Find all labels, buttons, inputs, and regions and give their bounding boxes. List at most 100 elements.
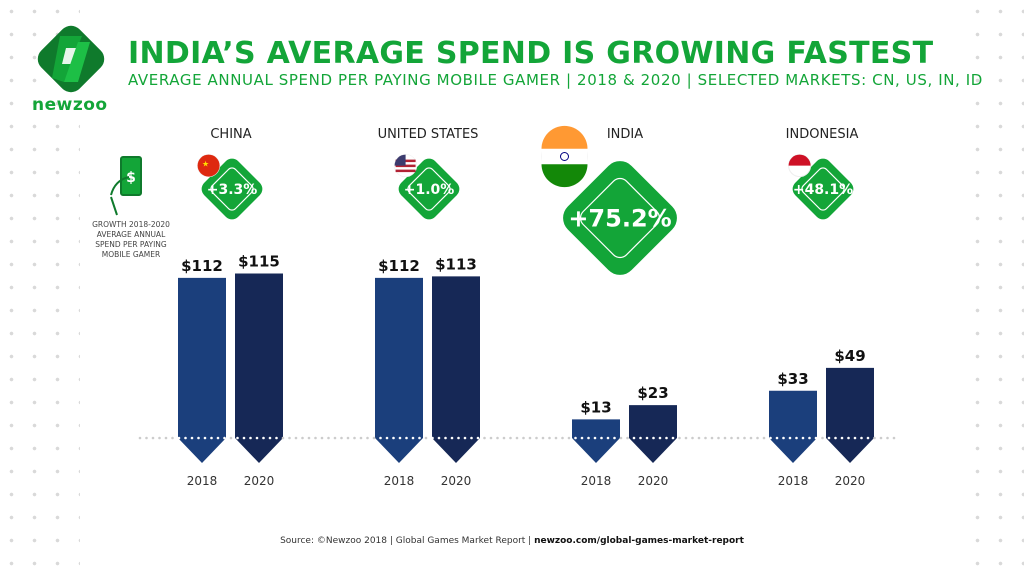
baseline-dot: [353, 436, 356, 440]
baseline-dot: [801, 436, 805, 440]
bar-value-label: $113: [435, 255, 477, 273]
baseline-dot: [619, 436, 623, 440]
baseline-dot: [710, 436, 714, 440]
baseline-dot: [405, 436, 408, 440]
baseline-dot: [834, 436, 837, 440]
source-text: Source: ©Newzoo 2018 | Global Games Mark…: [280, 536, 535, 546]
baseline-dot: [873, 436, 876, 440]
baseline-dot: [535, 436, 538, 440]
baseline-dot: [671, 436, 675, 440]
flag-star: ★: [202, 160, 209, 169]
source-link[interactable]: newzoo.com/global-games-market-report: [534, 536, 744, 546]
x-tick-label: 2018: [778, 474, 809, 488]
flag-field: [197, 154, 220, 177]
baseline-dot: [496, 436, 499, 440]
source-footer: Source: ©Newzoo 2018 | Global Games Mark…: [0, 536, 1024, 546]
baseline-dot: [645, 436, 649, 440]
legend-text: GROWTH 2018-2020 AVERAGE ANNUAL SPEND PE…: [92, 220, 170, 259]
background: [80, 0, 960, 576]
flag-stripe: [541, 164, 588, 188]
baseline-dot: [743, 436, 746, 440]
baseline-dot: [437, 436, 441, 440]
baseline-dot: [359, 436, 363, 440]
baseline-dot: [138, 436, 142, 440]
baseline-dot: [580, 436, 584, 440]
x-tick-label: 2018: [581, 474, 612, 488]
growth-badge-border: [210, 167, 254, 211]
growth-badge: [792, 158, 854, 220]
flag-stripe: [541, 125, 588, 149]
baseline-dot: [704, 436, 707, 440]
baseline-dot: [223, 436, 226, 440]
baseline-dot: [626, 436, 629, 440]
bar-2018: [375, 277, 423, 463]
bar-value-label: $49: [834, 347, 865, 365]
baseline-dot: [210, 436, 213, 440]
baseline-dot: [398, 436, 402, 440]
growth-badge-border: [579, 177, 661, 259]
baseline-dot: [684, 436, 688, 440]
baseline-dot: [171, 436, 174, 440]
growth-value: +3.3%: [207, 182, 258, 198]
baseline-dot: [392, 436, 395, 440]
baseline-dot: [483, 436, 486, 440]
baseline-dot: [600, 436, 603, 440]
x-tick-label: 2018: [384, 474, 415, 488]
country-label-us: UNITED STATES: [377, 127, 479, 142]
baseline-dot: [379, 436, 382, 440]
flag-stripe: [395, 164, 416, 168]
growth-badge-border: [407, 167, 451, 211]
flag-canton: [394, 154, 406, 166]
baseline-dot: [697, 436, 701, 440]
baseline-dot: [866, 436, 870, 440]
phone-dollar-icon: $: [110, 156, 142, 216]
baseline-dot: [314, 436, 317, 440]
bar-value-label: $13: [580, 398, 611, 416]
baseline-dot: [158, 436, 161, 440]
baseline-dot: [301, 436, 304, 440]
baseline-dot: [333, 436, 337, 440]
bar-value-label: $115: [238, 253, 280, 271]
baseline-dot: [418, 436, 421, 440]
baseline-dot: [756, 436, 759, 440]
baseline-dot: [463, 436, 467, 440]
baseline-dot: [275, 436, 278, 440]
baseline-dot: [288, 436, 291, 440]
baseline-dot: [242, 436, 246, 440]
x-tick-label: 2020: [638, 474, 669, 488]
growth-value: +1.0%: [404, 182, 455, 198]
flag-stripe: [541, 148, 588, 165]
baseline-dot: [821, 436, 824, 440]
growth-value: +48.1%: [793, 182, 853, 198]
x-tick-label: 2020: [441, 474, 472, 488]
baseline-dot: [808, 436, 811, 440]
baseline-dot: [788, 436, 792, 440]
x-tick-label: 2020: [835, 474, 866, 488]
baseline-dot: [795, 436, 798, 440]
growth-badge-border: [801, 167, 845, 211]
x-tick-label: 2020: [244, 474, 275, 488]
baseline-dot: [886, 436, 889, 440]
baseline-dot: [840, 436, 844, 440]
baseline-dot: [541, 436, 545, 440]
baseline-dot: [431, 436, 434, 440]
baseline-dot: [411, 436, 415, 440]
baseline-dot: [593, 436, 597, 440]
baseline-dot: [561, 436, 564, 440]
baseline-dot: [847, 436, 850, 440]
baseline-dot: [515, 436, 519, 440]
bar-2018: [572, 419, 620, 463]
newzoo-logo-icon: [37, 25, 105, 93]
baseline-dot: [730, 436, 733, 440]
page-subtitle: AVERAGE ANNUAL SPEND PER PAYING MOBILE G…: [128, 71, 983, 89]
baseline-dot: [548, 436, 551, 440]
baseline-dot: [814, 436, 818, 440]
bar-value-label: $23: [637, 384, 668, 402]
country-label-indonesia: INDONESIA: [785, 127, 859, 142]
bar-2018: [178, 277, 226, 463]
baseline-dot: [184, 436, 187, 440]
baseline-dot: [203, 436, 207, 440]
baseline-dot: [736, 436, 740, 440]
baseline-dot: [782, 436, 785, 440]
baseline-dot: [450, 436, 454, 440]
